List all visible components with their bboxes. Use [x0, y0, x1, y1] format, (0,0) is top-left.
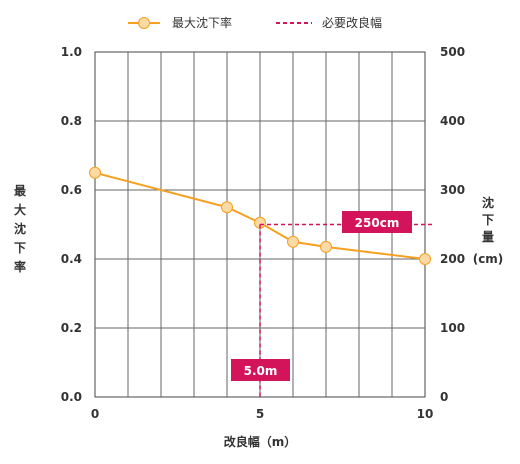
y2-tick-label: 100 [440, 321, 465, 335]
y2-axis-unit: (cm) [473, 252, 504, 266]
y-tick-label: 0.8 [61, 114, 82, 128]
x-tick-label: 0 [91, 407, 99, 421]
legend-series-marker [138, 17, 150, 29]
y-axis-label-char: 沈 [14, 221, 26, 236]
grid [95, 52, 425, 397]
y-tick-label: 1.0 [61, 45, 82, 59]
y-axis-label: 最大沈下率 [14, 184, 27, 274]
y2-tick-label: 400 [440, 114, 465, 128]
y2-tick-label: 300 [440, 183, 465, 197]
x-value-annotation-box [231, 359, 290, 381]
legend-reference-label: 必要改良幅 [322, 15, 382, 30]
legend: 最大沈下率 必要改良幅 [128, 15, 382, 30]
y-tick-label: 0.6 [61, 183, 82, 197]
x-axis-ticks: 0 5 10 [91, 407, 434, 421]
y2-axis-label-char: 下 [482, 213, 494, 227]
y-axis-label-char: 下 [14, 241, 26, 255]
plot-area: 5.0m 250cm [89, 51, 432, 398]
data-point [320, 240, 332, 253]
x-axis-label: 改良幅（m） [224, 434, 297, 449]
y2-tick-label: 0 [440, 390, 448, 404]
x-tick-label: 10 [417, 407, 434, 421]
x-value-annotation: 5.0m [244, 364, 278, 378]
data-point [419, 253, 431, 265]
y-axis-label-char: 最 [14, 184, 27, 198]
y2-axis-label-char: 沈 [482, 195, 494, 210]
y-tick-label: 0.0 [61, 390, 82, 404]
y-axis-label-char: 率 [14, 259, 26, 274]
series-line [94, 171, 426, 260]
y-tick-label: 0.2 [61, 321, 82, 335]
y-axis-label-char: 大 [14, 202, 26, 217]
legend-series-label: 最大沈下率 [172, 15, 232, 30]
reference-layer: 5.0m 250cm [231, 211, 432, 397]
y2-axis-label-char: 量 [482, 230, 494, 244]
y-axis-ticks: 0.0 0.2 0.4 0.6 0.8 1.0 [61, 45, 82, 404]
y2-value-annotation: 250cm [355, 216, 400, 230]
series-layer [89, 166, 431, 265]
y-tick-label: 0.4 [61, 252, 82, 266]
y2-value-annotation-box [342, 211, 412, 233]
data-point [287, 235, 299, 248]
data-point [89, 166, 101, 179]
y2-tick-label: 500 [440, 45, 465, 59]
x-tick-label: 5 [256, 407, 264, 421]
y2-axis-label: 沈下量 (cm) [473, 195, 504, 266]
y2-axis-ticks: 0 100 200 300 400 500 [440, 45, 465, 404]
y2-tick-label: 200 [440, 252, 465, 266]
data-point [221, 201, 233, 214]
